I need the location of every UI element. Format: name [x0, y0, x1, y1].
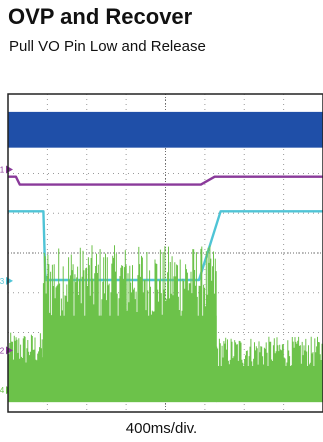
trace-ch1	[8, 111, 323, 148]
chart-title: OVP and Recover	[8, 4, 193, 29]
traces	[7, 111, 323, 403]
trace-ch2	[8, 175, 323, 186]
trace-ch4-noise	[216, 336, 323, 403]
scope-plot: 1 3 2 4	[0, 93, 323, 413]
x-axis-label: 400ms/div.	[125, 420, 198, 437]
channel-marker-label: 2	[0, 346, 5, 355]
plot-frame	[7, 93, 323, 413]
channel-marker-label: 3	[0, 277, 5, 286]
channel-marker-label: 4	[0, 386, 5, 395]
channel-marker-label: 1	[0, 166, 5, 175]
trace-ch4	[7, 245, 323, 403]
trace-ch4-noise	[42, 245, 217, 403]
chart-subtitle: Pull VO Pin Low and Release	[9, 38, 206, 55]
